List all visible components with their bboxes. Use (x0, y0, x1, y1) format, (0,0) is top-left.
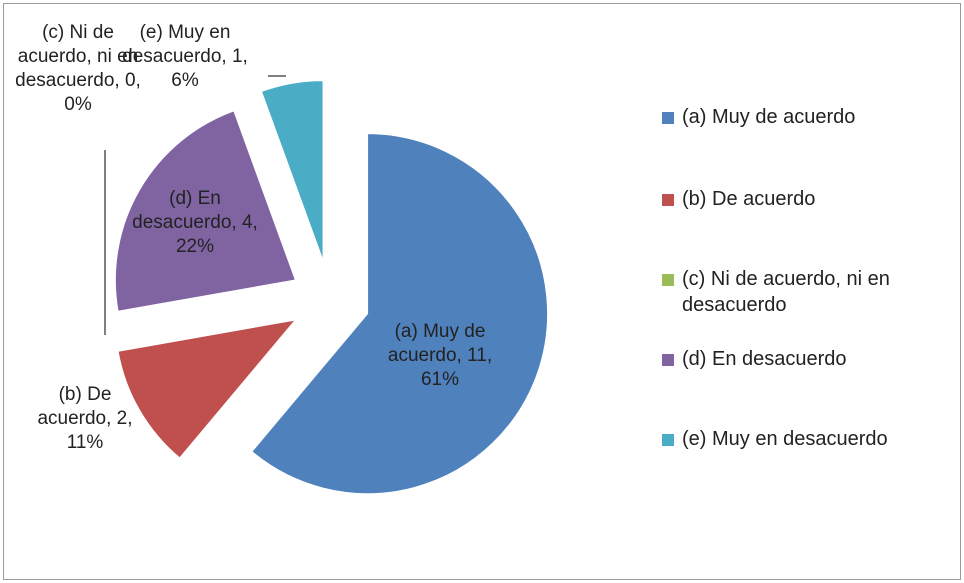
pie-slice (117, 319, 297, 459)
legend-swatch (662, 194, 674, 206)
legend-label: (d) En desacuerdo (682, 348, 847, 370)
legend-swatch (662, 112, 674, 124)
pie-slice (114, 110, 297, 312)
legend-label: (a) Muy de acuerdo (682, 106, 856, 128)
frame (3, 3, 961, 580)
legend-label: (b) De acuerdo (682, 188, 816, 210)
data-label: (c) Ni de acuerdo, ni en desacuerdo, 0, … (15, 22, 141, 115)
legend-swatch (662, 354, 674, 366)
legend-swatch (662, 274, 674, 286)
data-label: (e) Muy en desacuerdo, 1, 6% (122, 22, 248, 91)
pie-slice (251, 133, 549, 495)
legend-label: (c) Ni de acuerdo, ni en desacuerdo (682, 268, 890, 316)
legend-swatch (662, 434, 674, 446)
legend-label: (e) Muy en desacuerdo (682, 428, 888, 450)
data-label: (a) Muy de acuerdo, 11, 61% (387, 321, 493, 390)
data-label: (b) De acuerdo, 2, 11% (37, 384, 133, 453)
pie-slice (260, 80, 324, 261)
data-label: (d) En desacuerdo, 4, 22% (132, 188, 258, 257)
